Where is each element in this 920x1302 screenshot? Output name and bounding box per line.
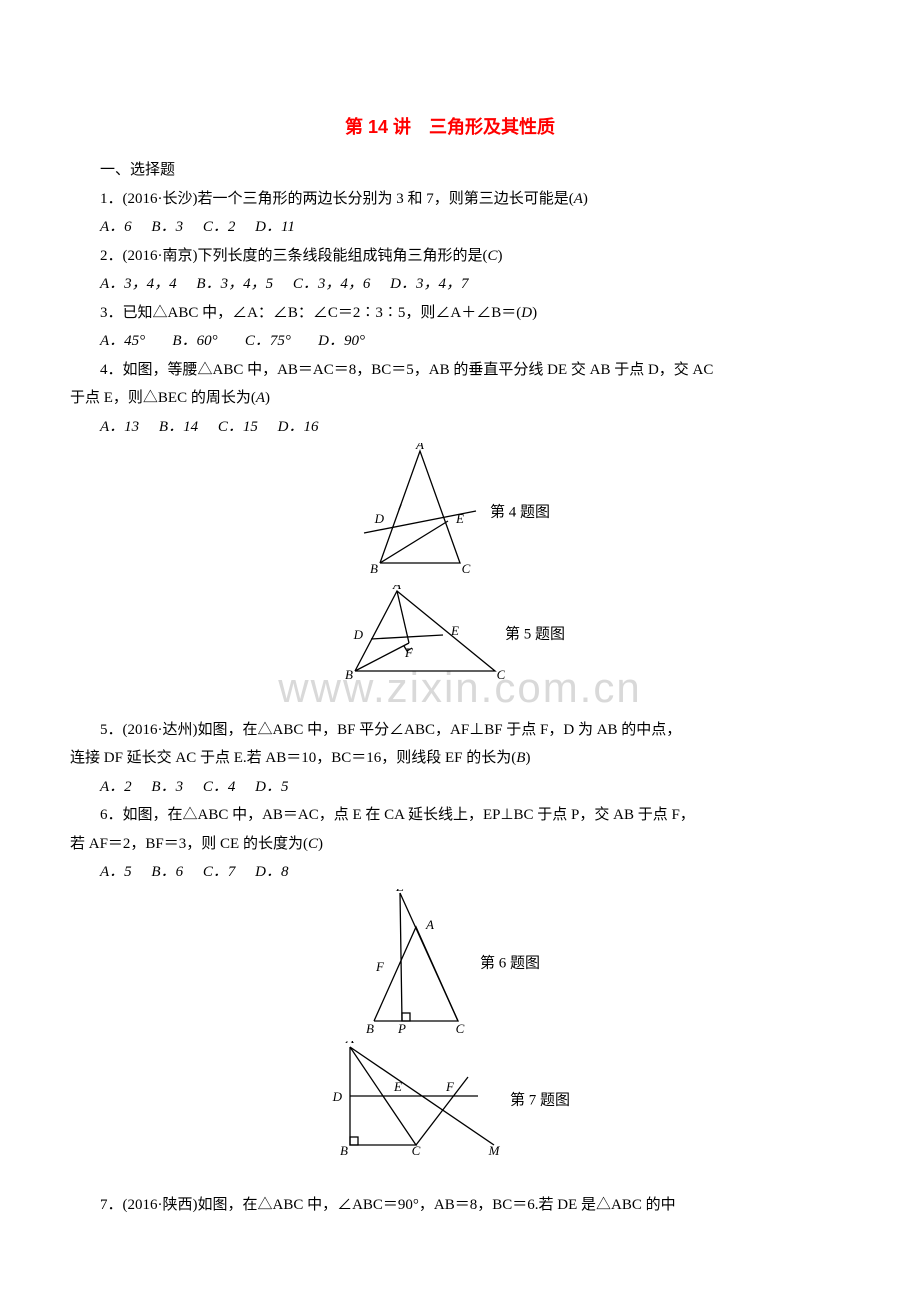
svg-text:D: D [374, 511, 385, 526]
svg-text:A: A [392, 585, 401, 592]
q4-answer: A [256, 390, 265, 406]
q1-opt-b: B．3 [151, 219, 183, 235]
q4-stem-line1: 4．如图，等腰△ABC 中，AB＝AC＝8，BC＝5，AB 的垂直平分线 DE … [70, 356, 830, 385]
q5-opt-c: C．4 [203, 779, 236, 795]
q6-options: A．5 B．6 C．7 D．8 [70, 858, 830, 887]
svg-text:E: E [450, 623, 459, 638]
svg-text:B: B [340, 1143, 348, 1158]
svg-text:D: D [332, 1089, 343, 1104]
svg-text:C: C [497, 667, 505, 682]
q4-figure: ABCDE [350, 505, 490, 521]
q5-opt-d: D．5 [255, 779, 288, 795]
q7-figure-caption: 第 7 题图 [510, 1092, 570, 1108]
svg-text:M: M [488, 1143, 501, 1158]
q1-opt-a: A．6 [100, 219, 132, 235]
q3-answer: D [521, 305, 532, 321]
q3-stem-text: 3．已知△ABC 中，∠A：∠B：∠C＝2∶3∶5，则∠A＋∠B＝( [100, 305, 521, 321]
svg-text:F: F [375, 959, 385, 974]
q2-options: A．3，4，4 B．3，4，5 C．3，4，6 D．3，4，7 [70, 270, 830, 299]
svg-text:E: E [395, 889, 404, 894]
q6-opt-d: D．8 [255, 864, 288, 880]
q2-stem: 2．(2016·南京)下列长度的三条线段能组成钝角三角形的是(C) [70, 242, 830, 271]
q5-stem-line2: 连接 DF 延长交 AC 于点 E.若 AB＝10，BC＝16，则线段 EF 的… [70, 750, 516, 766]
svg-text:F: F [445, 1079, 455, 1094]
q4-options: A．13 B．14 C．15 D．16 [70, 413, 830, 442]
q6-figure-caption: 第 6 题图 [480, 955, 540, 971]
q1-options: A．6 B．3 C．2 D．11 [70, 213, 830, 242]
q7-figure: ABCMDEF [330, 1092, 510, 1108]
q6-opt-c: C．7 [203, 864, 236, 880]
svg-text:B: B [366, 1021, 374, 1036]
svg-text:C: C [412, 1143, 421, 1158]
q3-close: ) [532, 305, 537, 321]
q4-opt-b: B．14 [159, 419, 198, 435]
svg-text:A: A [345, 1041, 354, 1046]
q5-figure-caption: 第 5 题图 [505, 627, 565, 643]
q5-figure: ABCDEF [335, 627, 505, 643]
q3-opt-d: D．90° [318, 333, 365, 349]
q6-stem-line2: 若 AF＝2，BF＝3，则 CE 的长度为( [70, 836, 308, 852]
q4-stem-line2: 于点 E，则△BEC 的周长为( [70, 390, 256, 406]
q5-close: ) [525, 750, 530, 766]
q5-stem-line1: 5．(2016·达州)如图，在△ABC 中，BF 平分∠ABC，AF⊥BF 于点… [70, 716, 830, 745]
q6-figure: EAFBPC [360, 955, 480, 971]
q1-stem-text: 1．(2016·长沙)若一个三角形的两边长分别为 3 和 7，则第三边长可能是( [100, 191, 574, 207]
q3-options: A．45° B．60° C．75° D．90° [70, 327, 830, 356]
q1-answer: A [574, 191, 583, 207]
q5-stem-line2-wrap: 连接 DF 延长交 AC 于点 E.若 AB＝10，BC＝16，则线段 EF 的… [70, 744, 830, 773]
svg-text:A: A [425, 917, 434, 932]
q7-stem: 7．(2016·陕西)如图，在△ABC 中，∠ABC＝90°，AB＝8，BC＝6… [70, 1191, 830, 1220]
svg-text:A: A [415, 443, 424, 452]
svg-text:E: E [455, 511, 464, 526]
page-title: 第 14 讲 三角形及其性质 [70, 110, 830, 144]
section-heading: 一、选择题 [70, 156, 830, 185]
svg-text:B: B [345, 667, 353, 682]
q4-close: ) [265, 390, 270, 406]
q2-opt-a: A．3，4，4 [100, 276, 177, 292]
q1-opt-d: D．11 [255, 219, 295, 235]
q1-stem: 1．(2016·长沙)若一个三角形的两边长分别为 3 和 7，则第三边长可能是(… [70, 185, 830, 214]
svg-text:D: D [353, 627, 364, 642]
q3-stem: 3．已知△ABC 中，∠A：∠B：∠C＝2∶3∶5，则∠A＋∠B＝(D) [70, 299, 830, 328]
q1-opt-c: C．2 [203, 219, 236, 235]
q6-answer: C [308, 836, 318, 852]
svg-text:C: C [456, 1021, 465, 1036]
q6-opt-b: B．6 [151, 864, 183, 880]
q5-options: A．2 B．3 C．4 D．5 [70, 773, 830, 802]
q2-answer: C [487, 248, 497, 264]
svg-text:P: P [397, 1021, 406, 1036]
q4-stem-line2-wrap: 于点 E，则△BEC 的周长为(A) [70, 384, 830, 413]
q2-opt-c: C．3，4，6 [293, 276, 371, 292]
q4-opt-c: C．15 [218, 419, 258, 435]
q4-figure-caption: 第 4 题图 [490, 505, 550, 521]
q3-opt-b: B．60° [172, 333, 217, 349]
q3-opt-a: A．45° [100, 333, 145, 349]
svg-text:C: C [462, 561, 471, 576]
q2-stem-text: 2．(2016·南京)下列长度的三条线段能组成钝角三角形的是( [100, 248, 487, 264]
q6-stem-line2-wrap: 若 AF＝2，BF＝3，则 CE 的长度为(C) [70, 830, 830, 859]
svg-text:E: E [393, 1079, 402, 1094]
q5-opt-a: A．2 [100, 779, 132, 795]
q2-opt-d: D．3，4，7 [390, 276, 468, 292]
q3-opt-c: C．75° [245, 333, 291, 349]
q4-opt-a: A．13 [100, 419, 139, 435]
q6-close: ) [318, 836, 323, 852]
q2-opt-b: B．3，4，5 [196, 276, 273, 292]
q5-opt-b: B．3 [151, 779, 183, 795]
q2-close: ) [498, 248, 503, 264]
q1-close: ) [583, 191, 588, 207]
q6-stem-line1: 6．如图，在△ABC 中，AB＝AC，点 E 在 CA 延长线上，EP⊥BC 于… [70, 801, 830, 830]
svg-text:F: F [404, 645, 414, 660]
q4-opt-d: D．16 [278, 419, 319, 435]
svg-text:B: B [370, 561, 378, 576]
q6-opt-a: A．5 [100, 864, 132, 880]
